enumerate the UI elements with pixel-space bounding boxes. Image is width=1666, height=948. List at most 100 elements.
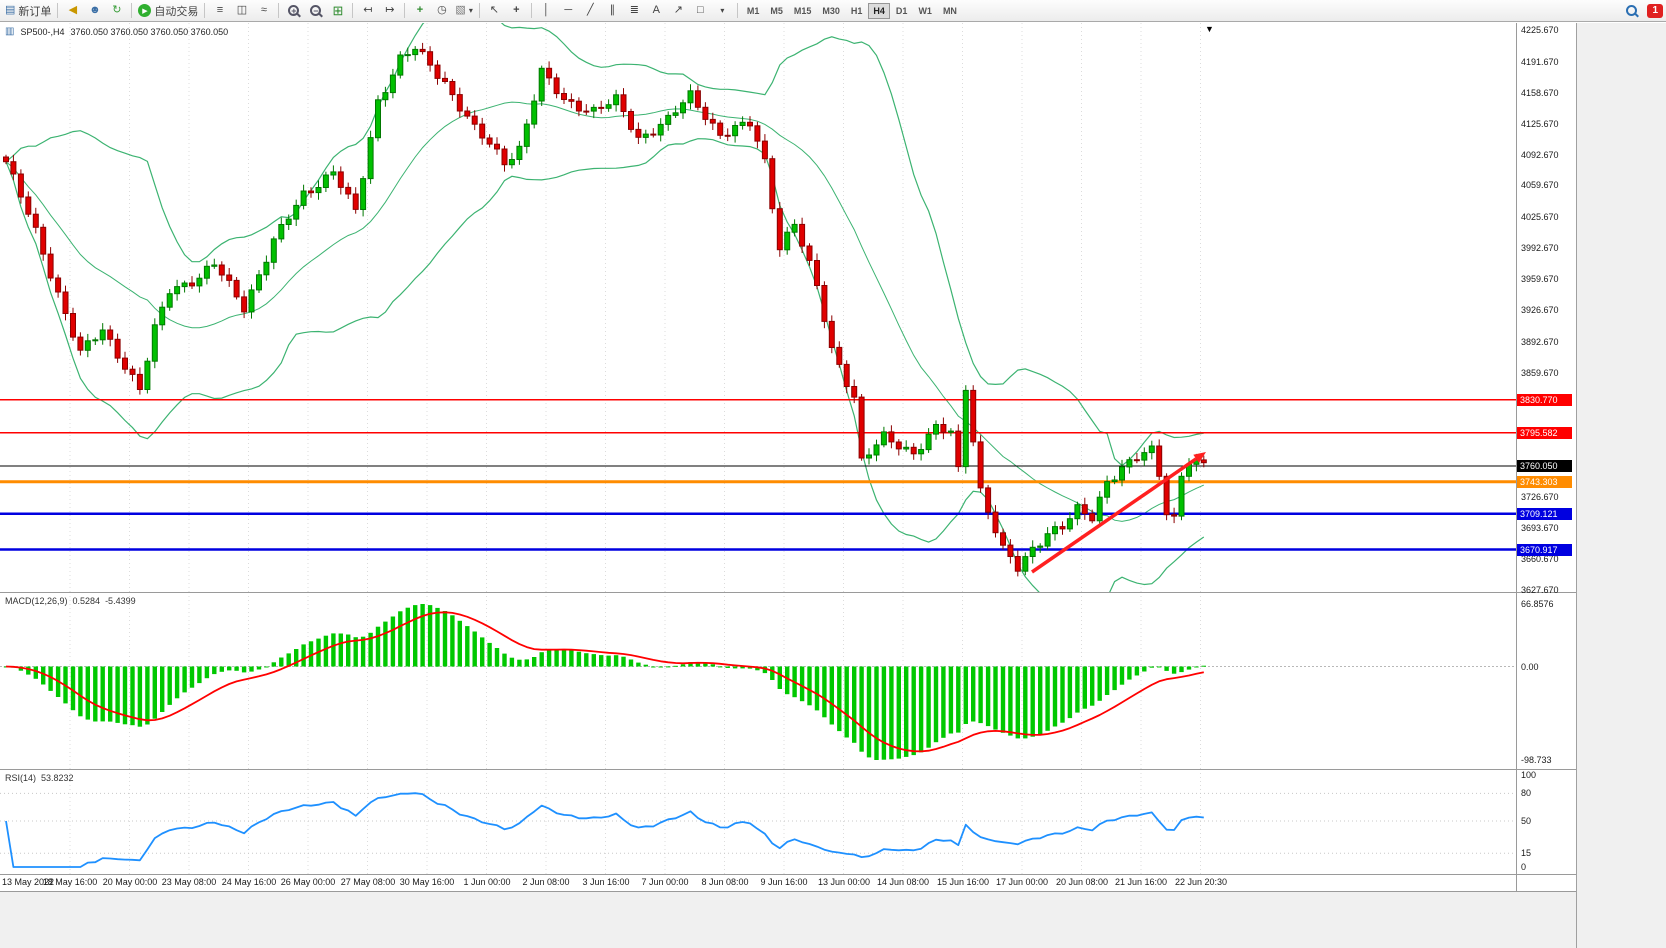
macd-panel[interactable]: [0, 592, 1516, 769]
crosshair-icon[interactable]: +: [513, 4, 520, 16]
text-tool-icon[interactable]: A: [652, 4, 660, 16]
date-label: 20 Jun 08:00: [1055, 877, 1109, 887]
zoom-in-icon[interactable]: +: [288, 5, 300, 16]
chart-title: ▥ SP500-,H4 3760.050 3760.050 3760.050 3…: [5, 26, 229, 38]
price-tick: 3627.670: [1521, 585, 1559, 595]
profile-icon[interactable]: ☻: [89, 4, 101, 16]
rsi-tick: 50: [1521, 816, 1532, 826]
macd-tick: -98.733: [1521, 755, 1552, 765]
channel-tool-icon[interactable]: ∥: [609, 4, 616, 16]
chevron-down-icon[interactable]: ▾: [720, 5, 725, 15]
search-icon[interactable]: [1626, 5, 1638, 16]
candlestick-chart-icon[interactable]: ◫: [236, 4, 248, 16]
toolbar: ▤ 新订单 ◀ ☻ ↻ ▶ 自动交易 ≡ ◫ ≈ + − ⊞ ↤ ↦ + ◷ ▧…: [0, 0, 1666, 22]
price-tick: 3726.670: [1521, 492, 1559, 502]
price-tick: 4125.670: [1521, 119, 1559, 129]
separator: [131, 3, 133, 18]
date-label: 18 May 16:00: [42, 877, 98, 887]
line-chart-icon[interactable]: ≈: [260, 4, 267, 16]
panel-separator[interactable]: [0, 592, 1576, 593]
timeframe-w1[interactable]: W1: [918, 5, 932, 16]
chart-scroll-marker-icon[interactable]: ▼: [1205, 24, 1214, 34]
chart-symbol-period: SP500-,H4: [20, 27, 65, 37]
separator: [352, 3, 354, 18]
price-badge: 3743.303: [1517, 476, 1572, 488]
auto-trading-button[interactable]: ▶ 自动交易: [136, 2, 200, 20]
rsi-value: 53.8232: [41, 773, 74, 783]
chart-shift-left-icon[interactable]: ↤: [363, 4, 373, 16]
date-label: 21 Jun 16:00: [1114, 877, 1168, 887]
timeframe-d1[interactable]: D1: [895, 5, 908, 16]
horizontal-line-tool-icon[interactable]: ─: [564, 4, 573, 16]
zoom-out-icon[interactable]: −: [310, 5, 322, 16]
date-label: 24 May 16:00: [221, 877, 277, 887]
panel-separator: [0, 891, 1576, 892]
date-label: 20 May 00:00: [102, 877, 158, 887]
separator: [404, 3, 406, 18]
timeframe-h4[interactable]: H4: [868, 2, 890, 19]
window-right-area: [1576, 23, 1666, 948]
price-tick: 3992.670: [1521, 243, 1559, 253]
speaker-icon[interactable]: ◀: [68, 4, 78, 16]
date-label: 7 Jun 00:00: [641, 877, 689, 887]
price-tick: 4092.670: [1521, 150, 1559, 160]
timeframe-h1[interactable]: H1: [850, 5, 863, 16]
rsi-tick: 100: [1521, 770, 1537, 780]
date-label: 9 Jun 16:00: [760, 877, 808, 887]
new-order-icon: ▤: [5, 4, 16, 16]
window-bottom-area: [0, 892, 1576, 948]
panel-separator: [0, 874, 1576, 875]
rsi-label: RSI(14) 53.8232: [5, 773, 74, 783]
timeframe-m15[interactable]: M15: [793, 5, 812, 16]
price-tick: 4025.670: [1521, 212, 1559, 222]
indicators-icon[interactable]: +: [416, 4, 424, 16]
price-axis-border: [1516, 23, 1517, 891]
chart-shift-right-icon[interactable]: ↦: [385, 4, 395, 16]
macd-tick: 66.8576: [1521, 599, 1554, 609]
auto-trading-label: 自动交易: [154, 5, 199, 18]
date-label: 26 May 00:00: [280, 877, 336, 887]
price-tick: 4191.670: [1521, 57, 1559, 67]
timeframe-m1[interactable]: M1: [746, 5, 760, 16]
vertical-line-tool-icon[interactable]: │: [542, 4, 550, 16]
price-tick: 3926.670: [1521, 305, 1559, 315]
notification-badge[interactable]: 1: [1647, 3, 1663, 18]
timeframe-mn[interactable]: MN: [942, 5, 957, 16]
new-order-button[interactable]: ▤ 新订单: [3, 2, 53, 20]
chart-ohlc-values: 3760.050 3760.050 3760.050 3760.050: [70, 27, 229, 37]
separator: [736, 3, 738, 18]
templates-button[interactable]: ▧ ▾: [453, 2, 474, 20]
price-tick: 4158.670: [1521, 88, 1559, 98]
rsi-name: RSI(14): [5, 773, 37, 783]
price-tick: 3892.670: [1521, 337, 1559, 347]
cursor-icon[interactable]: ↖: [489, 4, 499, 16]
panel-separator[interactable]: [0, 769, 1576, 770]
separator: [530, 3, 532, 18]
price-tick: 3693.670: [1521, 523, 1559, 533]
date-label: 14 Jun 08:00: [876, 877, 930, 887]
main-chart[interactable]: [0, 23, 1516, 592]
date-label: 22 Jun 20:30: [1174, 877, 1228, 887]
chart-title-icon: ▥: [5, 26, 15, 37]
trendline-tool-icon[interactable]: ╱: [587, 4, 594, 16]
date-label: 27 May 08:00: [340, 877, 396, 887]
arrows-tool-icon[interactable]: ↗: [673, 4, 683, 16]
separator: [278, 3, 280, 18]
bar-chart-icon[interactable]: ≡: [216, 4, 224, 16]
price-tick: 4225.670: [1521, 25, 1559, 35]
timeframe-m30[interactable]: M30: [822, 5, 840, 16]
price-badge: 3795.582: [1517, 427, 1572, 439]
templates-icon: ▧: [455, 4, 466, 16]
tile-windows-icon[interactable]: ⊞: [332, 3, 344, 18]
macd-value-main: 0.5284: [72, 596, 101, 606]
timeframe-m5[interactable]: M5: [770, 5, 783, 16]
refresh-icon[interactable]: ↻: [112, 4, 122, 16]
rsi-panel[interactable]: [0, 769, 1516, 874]
macd-value-signal: -5.4399: [105, 596, 136, 606]
rsi-tick: 15: [1521, 848, 1532, 858]
rsi-tick: 0: [1521, 862, 1527, 872]
date-label: 23 May 08:00: [161, 877, 217, 887]
fibonacci-tool-icon[interactable]: ≣: [629, 4, 639, 16]
clock-icon[interactable]: ◷: [437, 4, 447, 16]
shapes-tool-icon[interactable]: □: [697, 4, 704, 16]
